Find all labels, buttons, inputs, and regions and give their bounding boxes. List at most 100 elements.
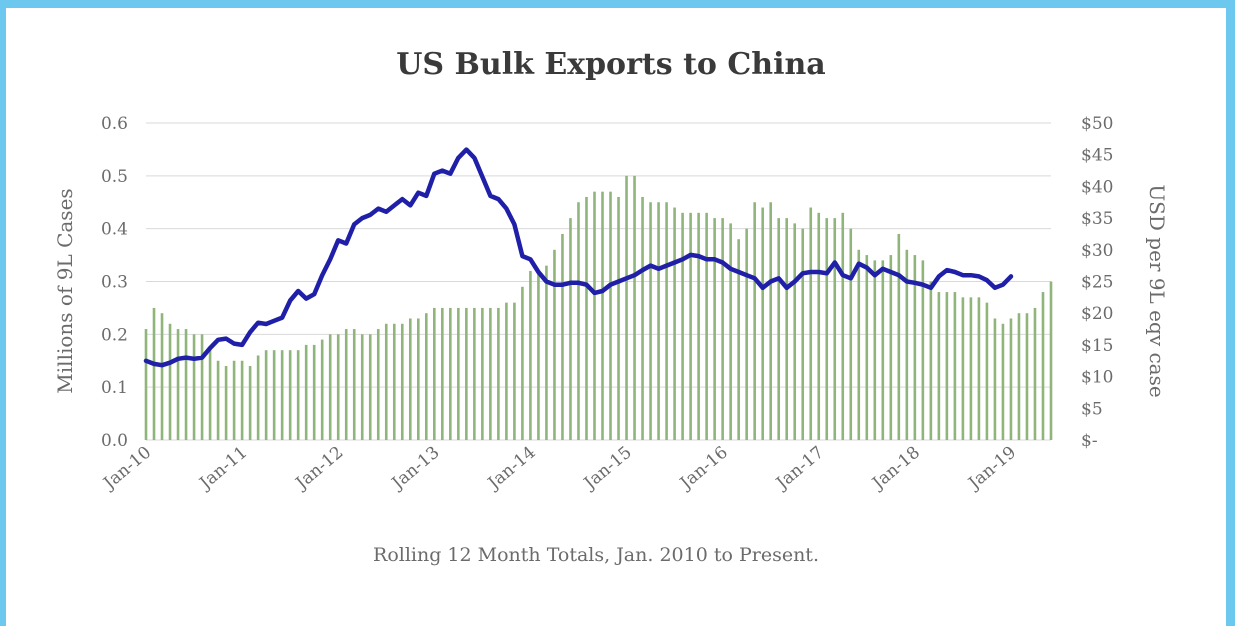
y2-tick-label: $15 [1081, 336, 1113, 356]
bar [625, 175, 628, 441]
bar [344, 329, 348, 440]
bar [833, 218, 837, 440]
bar [777, 218, 780, 440]
bar [376, 329, 380, 440]
bar [561, 233, 564, 440]
bar [753, 202, 756, 440]
bar [328, 334, 332, 440]
bar [937, 292, 941, 440]
chart-title: US Bulk Exports to China [396, 47, 825, 82]
bar [1041, 292, 1045, 440]
bar [505, 302, 508, 440]
bar [489, 307, 492, 440]
bar [392, 323, 396, 440]
bar [192, 334, 196, 440]
bar [465, 307, 468, 440]
bar [529, 270, 532, 440]
y-tick-label: 0.0 [101, 431, 128, 451]
bar [961, 297, 965, 440]
bar [865, 255, 869, 440]
y-tick-label: 0.6 [101, 114, 128, 134]
bar [457, 307, 460, 440]
bar [1017, 313, 1021, 440]
bar [320, 339, 324, 440]
bar [481, 307, 484, 440]
x-tick-label: Jan-14 [483, 443, 540, 495]
bar [793, 223, 797, 440]
bar [256, 355, 260, 440]
bar [913, 255, 917, 440]
bar [785, 218, 789, 440]
bar [609, 191, 612, 440]
bar [144, 329, 148, 440]
bar [649, 202, 652, 440]
y2-tick-label: $40 [1081, 177, 1113, 197]
bar [272, 350, 276, 440]
bar [593, 191, 596, 440]
chart-frame: US Bulk Exports to China 0.0 0.1 0.2 0.3 0.4… [6, 8, 1226, 626]
x-axis-title: Rolling 12 Month Totals, Jan. 2010 to Pr… [373, 544, 819, 566]
y-tick-label: 0.1 [101, 378, 128, 398]
bar [849, 228, 853, 440]
y2-tick-label: $10 [1081, 368, 1113, 388]
x-tick-label: Jan-15 [579, 443, 636, 495]
bar [817, 212, 821, 440]
bar [160, 313, 164, 440]
bar [873, 260, 877, 440]
y-axis-right-title: USD per 9L eqv case [1145, 184, 1169, 397]
bar [929, 281, 933, 440]
bar [841, 212, 845, 440]
bar [569, 218, 572, 440]
bar [641, 196, 644, 440]
bar [433, 307, 436, 440]
bar [368, 334, 372, 440]
bar [809, 207, 813, 440]
y-tick-label: 0.4 [101, 220, 128, 240]
bar [1009, 318, 1013, 440]
bar [312, 344, 316, 440]
bar [993, 318, 997, 440]
bar [881, 260, 885, 440]
bar [513, 302, 516, 440]
y2-tick-label: $- [1081, 431, 1098, 451]
x-tick-label: Jan-17 [771, 443, 828, 495]
bar [577, 202, 580, 440]
bar [441, 307, 444, 440]
y-tick-label: 0.2 [101, 325, 128, 345]
bar [825, 218, 829, 440]
bar [857, 249, 861, 440]
y2-tick-label: $20 [1081, 304, 1113, 324]
bar [216, 360, 220, 440]
bar [224, 366, 228, 440]
bar [633, 175, 636, 441]
y2-tick-label: $50 [1081, 114, 1113, 134]
bar [360, 334, 364, 440]
bar [985, 302, 989, 440]
bar [152, 307, 156, 440]
bar [689, 212, 692, 440]
bar [200, 334, 204, 440]
grid-lines [146, 122, 1051, 441]
bar [425, 313, 428, 440]
bar [673, 207, 676, 440]
x-axis-ticks: Jan-10 Jan-11 Jan-12 Jan-13 Jan-14 Jan-15 Jan-… [98, 443, 1020, 495]
bar [473, 307, 476, 440]
bar [208, 350, 212, 440]
bar [1025, 313, 1029, 440]
price-line [143, 147, 1014, 368]
bar [657, 202, 660, 440]
bar [176, 329, 180, 440]
bar [296, 350, 300, 440]
bar [352, 329, 356, 440]
bar [889, 255, 893, 440]
bar [264, 350, 268, 440]
chart-svg: US Bulk Exports to China 0.0 0.1 0.2 0.3 0.4… [53, 47, 1169, 566]
y-tick-label: 0.3 [101, 273, 128, 293]
bar [713, 218, 716, 440]
bar [905, 249, 909, 440]
bar [705, 212, 708, 440]
y2-tick-label: $25 [1081, 273, 1113, 293]
y2-tick-label: $30 [1081, 241, 1113, 261]
bar [1049, 281, 1053, 440]
bar [400, 323, 404, 440]
